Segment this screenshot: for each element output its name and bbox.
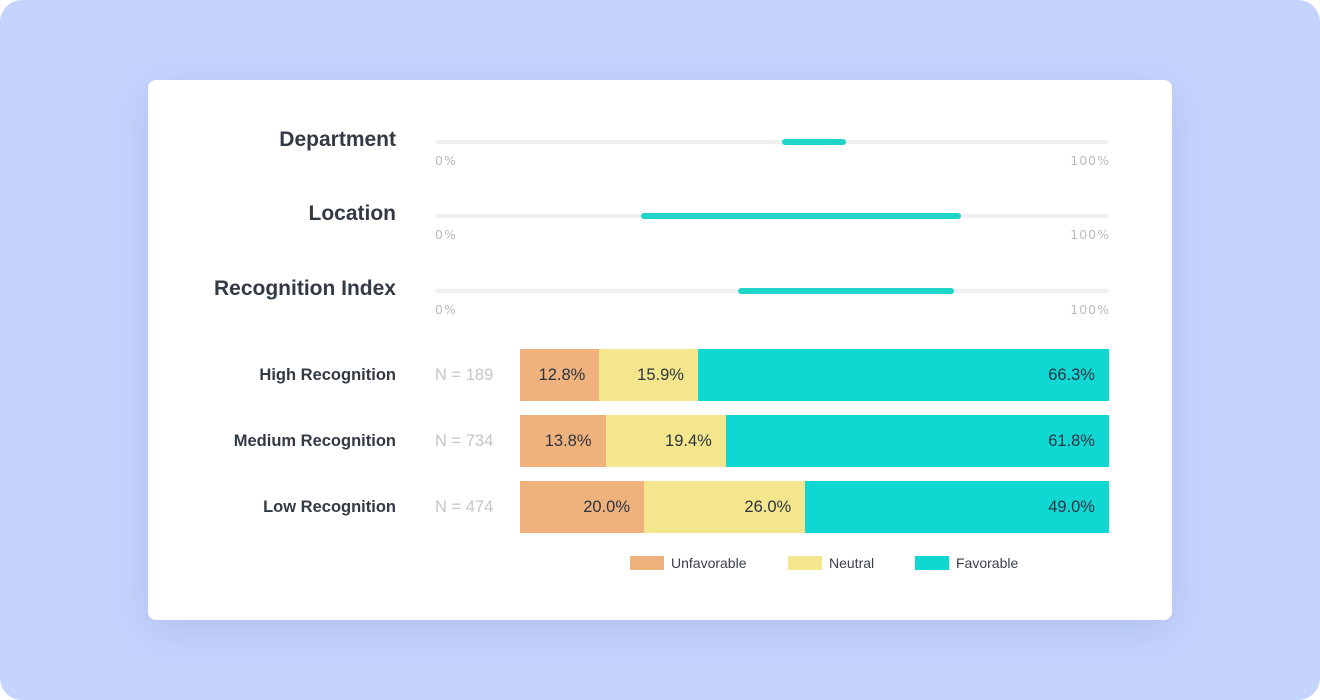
range-fill [640, 213, 961, 219]
segment-unfavorable: 12.8% [520, 349, 600, 401]
segment-unfavorable: 13.8% [520, 415, 606, 467]
legend-label: Neutral [829, 555, 875, 571]
segment-value-label: 49.0% [1048, 498, 1095, 516]
stacked-bar: 13.8% 19.4% 61.8% [520, 415, 1109, 467]
segment-value-label: 13.8% [544, 432, 592, 450]
stacked-bar: 20.0% 26.0% 49.0% [520, 481, 1109, 533]
segment-value-label: 12.8% [538, 366, 586, 384]
legend-label: Favorable [956, 555, 1019, 571]
category-label: Medium Recognition [233, 432, 396, 450]
range-label: Recognition Index [213, 277, 396, 300]
segment-value-label: 19.4% [665, 432, 712, 450]
category-label: High Recognition [259, 366, 396, 384]
tick-min-label: 0% [435, 153, 457, 168]
sample-size-label: N = 474 [435, 498, 494, 516]
stack-row-medium: Medium Recognition N = 734 13.8% 19.4% 61.… [148, 415, 1172, 467]
segment-neutral: 15.9% [599, 349, 698, 401]
segment-value-label: 26.0% [744, 498, 792, 516]
tick-max-label: 100% [1070, 302, 1110, 317]
segment-value-label: 66.3% [1048, 366, 1095, 384]
legend-swatch [630, 556, 664, 570]
segment-favorable: 49.0% [805, 481, 1109, 533]
tick-max-label: 100% [1070, 227, 1110, 242]
stack-row-high: High Recognition N = 189 12.8% 15.9% 66.3% [148, 349, 1172, 401]
stack-row-low: Low Recognition N = 474 20.0% 26.0% 49.0% [148, 481, 1172, 533]
range-label: Department [279, 128, 396, 151]
range-row-recognition-index: Recognition Index 0% 100% [148, 277, 1172, 337]
range-track [435, 139, 1109, 145]
sample-size-label: N = 189 [435, 366, 494, 384]
tick-min-label: 0% [435, 227, 457, 242]
range-label: Location [308, 202, 397, 225]
segment-value-label: 20.0% [583, 498, 630, 516]
range-track [435, 288, 1109, 294]
range-fill [738, 288, 954, 294]
segment-value-label: 61.8% [1048, 432, 1095, 450]
range-row-department: Department 0% 100% [148, 128, 1172, 188]
legend-swatch [788, 556, 822, 570]
range-fill [782, 139, 847, 145]
sample-size-label: N = 734 [435, 432, 494, 450]
segment-neutral: 19.4% [605, 415, 726, 467]
tick-max-label: 100% [1070, 153, 1110, 168]
segment-value-label: 15.9% [637, 366, 684, 384]
segment-favorable: 66.3% [697, 349, 1109, 401]
segment-unfavorable: 20.0% [520, 481, 644, 533]
legend-label: Unfavorable [671, 555, 747, 571]
range-row-location: Location 0% 100% [148, 202, 1172, 262]
range-track [435, 213, 1109, 219]
legend-swatch [915, 556, 949, 570]
category-label: Low Recognition [263, 498, 396, 516]
chart-card: Department 0% 100% Location 0% 100% Reco… [148, 80, 1172, 620]
stacked-bar: 12.8% 15.9% 66.3% [520, 349, 1109, 401]
tick-min-label: 0% [435, 302, 457, 317]
segment-neutral: 26.0% [644, 481, 806, 533]
segment-favorable: 61.8% [725, 415, 1109, 467]
